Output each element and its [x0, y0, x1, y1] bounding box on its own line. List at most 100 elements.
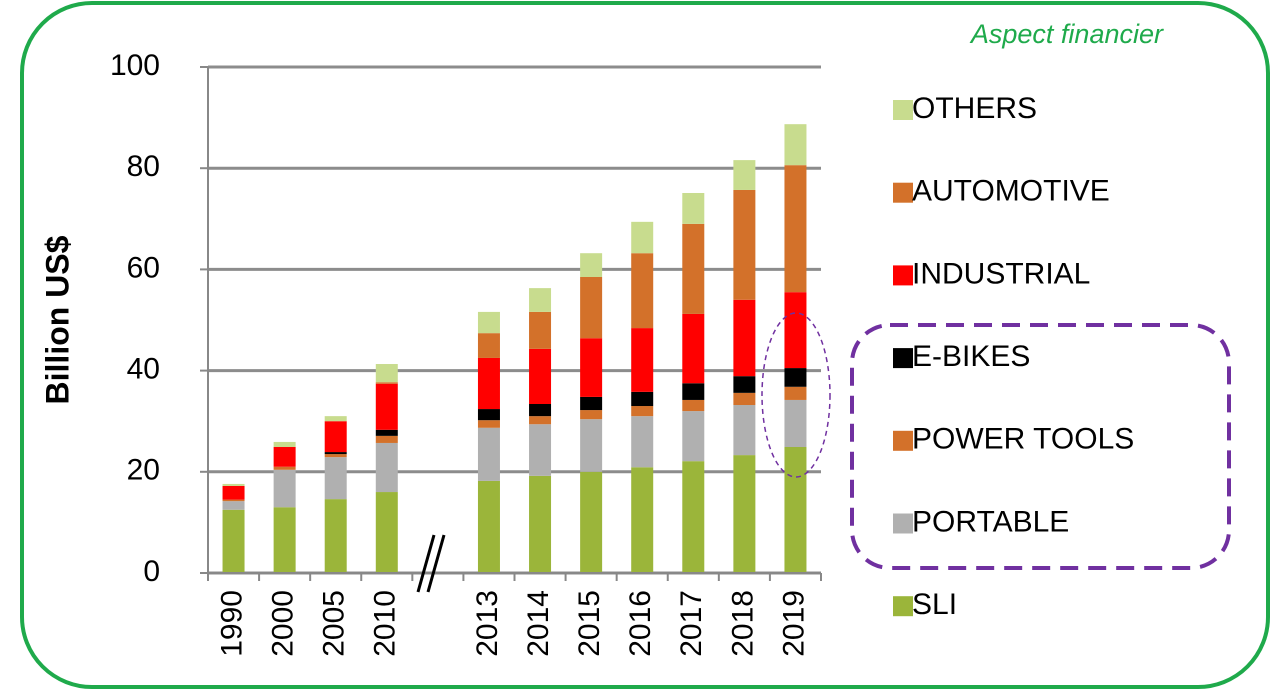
bar-segment: [784, 368, 807, 387]
y-tick-label: 20: [127, 454, 160, 487]
bar-segment: [477, 357, 500, 410]
axis-break: [416, 534, 446, 593]
x-tick-label: 1990: [215, 590, 248, 657]
bar-segment: [529, 288, 552, 312]
legend-swatch: [893, 513, 913, 534]
bar-segment: [682, 399, 705, 412]
bar-segment: [682, 461, 705, 573]
bar-segment: [682, 411, 705, 462]
y-tick-label: 100: [110, 49, 160, 82]
legend-swatch: [893, 348, 913, 369]
x-tick-label: 2000: [267, 590, 300, 657]
grid: 0 20 40 60 80 100: [110, 49, 821, 588]
legend-swatch: [893, 596, 913, 617]
legend-label: E-BIKES: [912, 340, 1030, 373]
bar-segment: [273, 466, 296, 470]
legend-swatch: [893, 265, 913, 286]
bar-segment: [529, 348, 552, 404]
x-tick-label: 2016: [624, 590, 657, 657]
bar-segment: [324, 457, 347, 500]
legend-label: OTHERS: [912, 92, 1037, 125]
y-tick-label: 80: [127, 150, 160, 183]
bar-segment: [324, 421, 347, 453]
bar-segment: [222, 483, 245, 486]
bar-segment: [477, 311, 500, 334]
bar-segment: [733, 299, 756, 377]
legend-swatch: [893, 100, 913, 120]
bar-segment: [784, 292, 807, 369]
bar-segment: [631, 391, 654, 407]
legend-label: PORTABLE: [912, 505, 1069, 538]
x-tick-label: 2017: [675, 590, 708, 657]
bar-segment: [529, 403, 552, 417]
bars: [222, 124, 807, 573]
bar-segment: [631, 253, 654, 329]
bar-segment: [580, 396, 603, 411]
bar-segment: [784, 124, 807, 166]
legend-label: SLI: [912, 588, 957, 621]
bar-segment: [580, 338, 603, 397]
bar-segment: [580, 410, 603, 420]
bar-segment: [733, 189, 756, 300]
bar-segment: [631, 328, 654, 392]
bar-segment: [324, 454, 347, 458]
bar-segment: [222, 509, 245, 573]
bar-segment: [580, 419, 603, 472]
y-tick-label: 60: [127, 251, 160, 284]
bar-segment: [631, 406, 654, 417]
bar-segment: [529, 416, 552, 425]
x-tick-label: 2018: [726, 590, 759, 657]
bar-segment: [733, 376, 756, 393]
bar-segment: [324, 452, 347, 455]
bar-segment: [733, 392, 756, 406]
bar-segment: [733, 160, 756, 190]
bar-segment: [784, 386, 807, 400]
x-tick-label: 2019: [777, 590, 810, 657]
bar-segment: [682, 313, 705, 384]
bar-segment: [529, 311, 552, 349]
bar-segment: [477, 480, 500, 573]
highlight-ellipse: [761, 312, 831, 478]
x-tick-label: 2005: [318, 590, 351, 657]
bar-segment: [631, 221, 654, 254]
bar-segment: [477, 409, 500, 421]
bar-segment: [375, 435, 398, 443]
bar-segment: [682, 223, 705, 314]
bar-segment: [784, 165, 807, 293]
axes: 1990 2000 2005 2010 2013 2014 2015 2016 2017 2018…: [207, 67, 822, 657]
bar-segment: [222, 501, 245, 510]
x-tick-label: 2010: [369, 590, 402, 657]
bar-segment: [324, 416, 347, 422]
bar-segment: [375, 492, 398, 573]
bar-segment: [682, 192, 705, 224]
bar-segment: [529, 424, 552, 476]
bar-segment: [631, 467, 654, 573]
legend-label: INDUSTRIAL: [912, 257, 1090, 290]
bar-segment: [529, 475, 552, 573]
y-tick-label: 40: [127, 353, 160, 386]
x-tick-label: 2014: [522, 590, 555, 657]
bar-segment: [682, 383, 705, 400]
frame: [20, 1, 1270, 689]
bar-segment: [375, 429, 398, 436]
legend-swatch: [893, 430, 913, 451]
bar-segment: [375, 442, 398, 493]
bar-segment: [733, 455, 756, 573]
legend-swatch: [893, 182, 913, 203]
annotation: Aspect financier: [969, 19, 1164, 49]
highlight-box: [850, 323, 1231, 570]
bar-segment: [477, 427, 500, 481]
bar-segment: [784, 399, 807, 448]
bar-segment: [324, 499, 347, 573]
bar-segment: [375, 382, 398, 384]
bar-segment: [631, 416, 654, 468]
bar-segment: [273, 469, 296, 508]
bar-segment: [784, 447, 807, 573]
bar-segment: [273, 507, 296, 573]
legend-label: POWER TOOLS: [912, 423, 1134, 456]
bar-segment: [580, 253, 603, 277]
bar-segment: [222, 485, 245, 500]
x-tick-label: 2015: [573, 590, 606, 657]
bar-segment: [375, 364, 398, 383]
